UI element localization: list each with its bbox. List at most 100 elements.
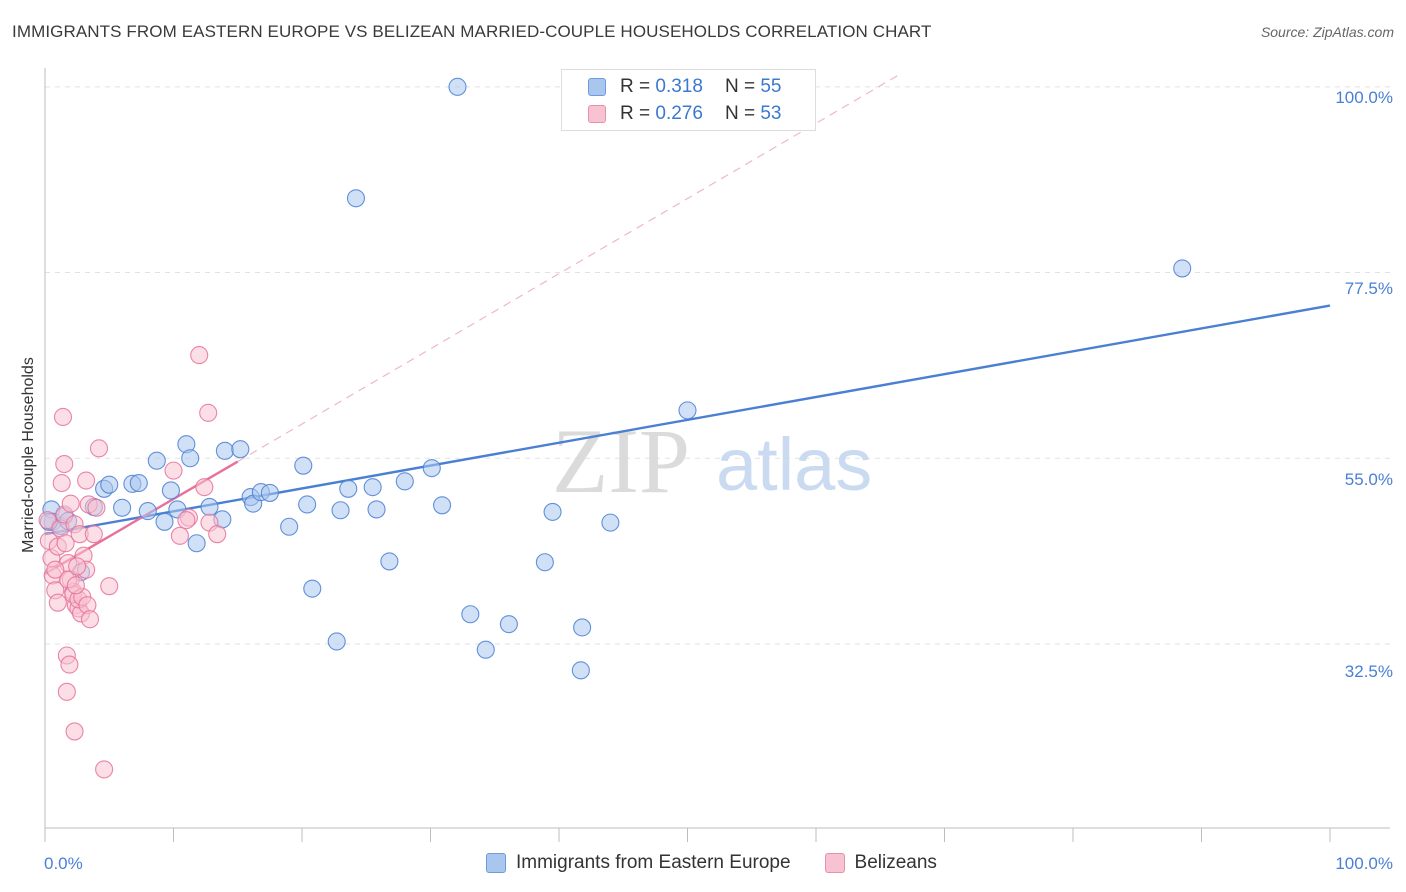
chart-title: IMMIGRANTS FROM EASTERN EUROPE VS BELIZE… <box>12 22 932 41</box>
blue-point-20 <box>200 497 219 516</box>
y-tick-label-77-5: 77.5% <box>1345 279 1393 298</box>
blue-point-46 <box>535 553 554 572</box>
pink-point-34 <box>65 722 84 741</box>
blue-point-33 <box>331 501 350 520</box>
pink-point-49 <box>177 511 196 530</box>
grid-lines <box>45 86 1390 645</box>
pink-point-40 <box>89 439 109 458</box>
n-value: 55 <box>760 76 782 97</box>
blue-point-42 <box>461 605 480 624</box>
legend-label: Immigrants from Eastern Europe <box>516 852 791 873</box>
x-tick-label-100: 100.0% <box>1335 854 1393 873</box>
n-label: N = <box>724 76 756 97</box>
blue-point-45 <box>448 77 467 96</box>
blue-point-28 <box>280 517 299 536</box>
blue-point-29 <box>294 456 313 475</box>
pink-point-35 <box>95 760 114 779</box>
blue-point-30 <box>298 495 317 514</box>
blue-point-23 <box>231 440 250 459</box>
pink-point-46 <box>195 478 214 497</box>
blue-point-13 <box>147 451 166 470</box>
pink-point-18 <box>55 454 74 474</box>
pink-point-41 <box>100 577 119 596</box>
blue-point-48 <box>573 618 592 637</box>
y-tick-label-55: 55.0% <box>1345 470 1393 489</box>
y-tick-label-32-5: 32.5% <box>1345 662 1393 681</box>
blue-point-52 <box>678 401 697 420</box>
blue-point-32 <box>327 632 346 651</box>
pink-point-47 <box>199 403 218 422</box>
pink-point-52 <box>190 346 209 365</box>
blue-point-44 <box>499 615 518 634</box>
blue-point-49 <box>571 661 590 680</box>
blue-point-38 <box>380 552 399 571</box>
stats-legend: R = 0.318 N = 55 R = 0.276 N = 53 <box>561 69 816 131</box>
y-tick-label-100: 100.0% <box>1335 88 1393 107</box>
watermark-zip: ZIP <box>552 410 690 512</box>
pink-point-30 <box>66 576 85 595</box>
blue-point-36 <box>367 500 386 519</box>
n-value: 53 <box>760 103 782 124</box>
blue-swatch <box>486 853 506 873</box>
stats-row-blue: R = 0.318 N = 55 <box>588 75 781 99</box>
blue-point-40 <box>422 459 441 478</box>
blue-point-8 <box>100 475 119 494</box>
y-axis-label: Married-couple Households <box>20 357 37 553</box>
blue-point-19 <box>187 534 206 553</box>
pink-point-19 <box>61 494 80 513</box>
blue-point-11 <box>129 473 148 493</box>
x-tick-label-0: 0.0% <box>44 854 83 873</box>
blue-point-15 <box>161 481 180 500</box>
pink-point-38 <box>87 498 106 517</box>
axis-labels: Married-couple Households 0.0% 100.0% 32… <box>20 88 1393 873</box>
pink-point-51 <box>68 557 87 576</box>
pink-point-33 <box>57 682 76 701</box>
r-value: 0.276 <box>655 103 703 124</box>
r-value: 0.318 <box>655 76 703 97</box>
blue-point-22 <box>215 441 234 460</box>
blue-swatch <box>588 78 606 96</box>
blue-point-37 <box>363 478 382 497</box>
pink-point-8 <box>52 473 71 493</box>
blue-point-41 <box>433 496 452 515</box>
watermark-atlas: atlas <box>716 423 872 506</box>
blue-point-50 <box>601 513 620 532</box>
pink-point-42 <box>164 461 183 480</box>
r-label: R = <box>620 76 651 97</box>
blue-point-9 <box>113 498 132 517</box>
blue-point-47 <box>543 502 562 521</box>
legend-label: Belizeans <box>854 852 937 873</box>
pink-point-5 <box>48 593 67 612</box>
pink-point-43 <box>170 526 189 545</box>
blue-point-34 <box>339 479 358 498</box>
n-label: N = <box>724 103 756 124</box>
pink-point-28 <box>80 610 100 629</box>
legend-item-belizeans[interactable]: Belizeans <box>824 852 937 874</box>
stats-row-pink: R = 0.276 N = 53 <box>588 102 781 126</box>
pink-point-36 <box>77 471 96 490</box>
blue-point-31 <box>303 579 322 598</box>
blue-point-43 <box>476 640 495 659</box>
pink-point-50 <box>46 560 65 579</box>
blue-point-27 <box>260 483 279 502</box>
pink-point-10 <box>56 534 75 553</box>
trend-extension-1 <box>237 73 900 463</box>
pink-point-0 <box>38 511 57 530</box>
blue-point-14 <box>155 512 174 531</box>
r-label: R = <box>620 103 651 124</box>
blue-point-35 <box>346 189 366 208</box>
legend-item-eastern-europe[interactable]: Immigrants from Eastern Europe <box>486 852 791 874</box>
blue-point-53 <box>1173 259 1192 278</box>
pink-swatch <box>588 105 606 123</box>
series-legend: Immigrants from Eastern Europe Belizeans <box>486 852 971 874</box>
pink-point-32 <box>60 655 79 674</box>
blue-point-39 <box>395 472 414 491</box>
blue-point-12 <box>138 502 157 521</box>
watermark: ZIP atlas <box>552 410 872 512</box>
pink-point-48 <box>208 525 227 544</box>
axes <box>44 68 1390 842</box>
pink-point-17 <box>53 407 73 427</box>
blue-point-18 <box>181 449 200 468</box>
source-label: Source: ZipAtlas.com <box>1260 24 1394 40</box>
